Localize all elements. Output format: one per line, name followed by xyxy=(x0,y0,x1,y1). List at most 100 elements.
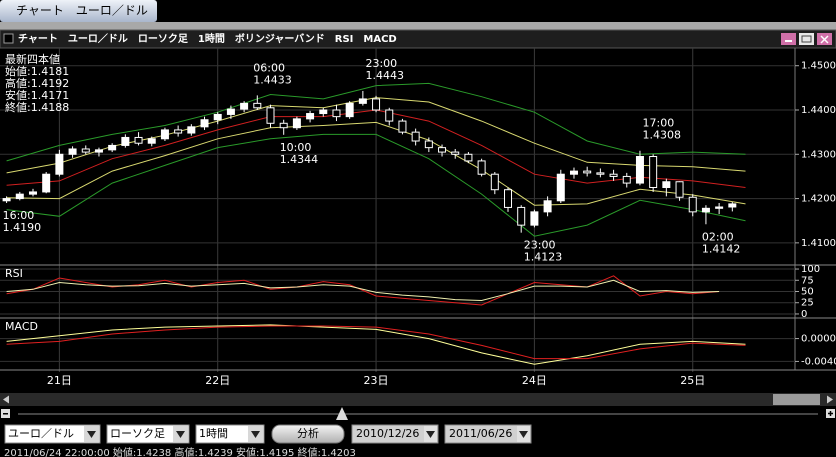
y-tick-label: -0.0040 xyxy=(801,356,836,367)
scroll-thumb[interactable] xyxy=(773,394,820,405)
chart-kind-select[interactable] xyxy=(106,424,190,444)
candle-body xyxy=(372,98,381,111)
dropdown-arrow xyxy=(519,431,528,438)
dropdown-arrow xyxy=(87,431,96,438)
candle-body xyxy=(332,109,341,118)
candle-body xyxy=(55,153,64,175)
candle-body xyxy=(266,107,275,124)
y-tick-label: 50 xyxy=(801,287,814,298)
interval-label: 1時間 xyxy=(199,427,228,440)
candle-body xyxy=(134,136,143,144)
status-line: 2011/06/24 22:00:00 始値:1.4238 高値:1.4239 … xyxy=(4,446,356,457)
from-date[interactable] xyxy=(351,424,439,444)
title-icon xyxy=(3,33,14,44)
to-date[interactable] xyxy=(444,424,532,444)
candle-body xyxy=(504,189,513,208)
candle-body xyxy=(240,102,249,110)
candle-body xyxy=(28,191,37,195)
scroll-left[interactable] xyxy=(3,395,9,404)
candle-body xyxy=(108,144,117,151)
title-bar xyxy=(0,29,836,49)
info-line: 始値:1.4181 xyxy=(5,64,69,78)
chart-kind-label: ローソク足 xyxy=(110,427,165,440)
maximize-button[interactable] xyxy=(799,33,814,45)
to-date-label: 2011/06/26 xyxy=(449,427,512,440)
candle-body xyxy=(292,118,301,129)
minimize-button[interactable] xyxy=(781,33,796,45)
candle-body xyxy=(728,203,737,208)
candle-body xyxy=(543,200,552,213)
annotation-time: 16:00 xyxy=(3,209,35,222)
candle-body xyxy=(42,173,51,193)
candle-body xyxy=(411,131,420,142)
candle-body xyxy=(94,149,103,153)
annotation-time: 10:00 xyxy=(280,141,312,154)
candle-body xyxy=(121,136,130,146)
info-line: 最新四本値 xyxy=(5,52,60,66)
candle-body xyxy=(226,108,235,115)
candle-body xyxy=(675,181,684,198)
dropdown-arrow xyxy=(426,431,435,438)
panel-label: RSI xyxy=(5,267,23,280)
candle-body xyxy=(147,138,156,144)
candle-body xyxy=(517,206,526,226)
candle-body xyxy=(200,119,209,128)
annotation-time: 17:00 xyxy=(643,117,675,130)
plot xyxy=(6,324,746,365)
y-tick-label: 25 xyxy=(801,298,814,309)
candle-body xyxy=(187,126,196,134)
y-tick-label: 0.0000 xyxy=(801,334,836,345)
candle-body xyxy=(464,153,473,162)
info-line: 終値:1.4188 xyxy=(5,100,69,114)
candle-body xyxy=(385,109,394,122)
x-tick-label: 23日 xyxy=(364,374,389,387)
analyze-button[interactable] xyxy=(271,424,345,444)
candle-body xyxy=(68,148,77,155)
y-tick-label: 0 xyxy=(801,309,807,320)
candle-body xyxy=(715,206,724,209)
line-series xyxy=(6,133,746,237)
y-tick-label: 1.4400 xyxy=(801,105,836,116)
scrollbar[interactable] xyxy=(0,393,836,406)
zoom-out-icon xyxy=(3,413,8,415)
interval-select[interactable] xyxy=(195,424,265,444)
candle-body xyxy=(701,207,710,213)
dropdown-arrow xyxy=(176,431,185,438)
from-date-label: 2010/12/26 xyxy=(356,427,419,440)
line-series xyxy=(6,325,746,360)
annotation-time: 06:00 xyxy=(253,61,285,74)
annotation-time: 23:00 xyxy=(524,239,556,252)
annotation-price: 1.4123 xyxy=(524,251,563,264)
candle-body xyxy=(622,175,631,184)
candle-body xyxy=(398,120,407,133)
tab-strip xyxy=(0,22,836,30)
panel-label: MACD xyxy=(5,320,38,333)
candle-body xyxy=(635,156,644,184)
candle-body xyxy=(596,172,605,175)
minimize-icon xyxy=(785,40,792,42)
candle-body xyxy=(15,193,24,200)
annotation-price: 1.4142 xyxy=(702,242,741,255)
analyze-label: 分析 xyxy=(297,426,319,440)
candle-body xyxy=(438,147,447,153)
candle-body xyxy=(279,122,288,129)
pair-select-label: ユーロ／ドル xyxy=(8,427,74,440)
annotation-time: 23:00 xyxy=(365,57,397,70)
annotation-price: 1.4443 xyxy=(365,69,404,82)
x-tick-label: 24日 xyxy=(522,374,547,387)
tab[interactable] xyxy=(0,0,157,22)
annotation-price: 1.4308 xyxy=(643,129,682,142)
x-tick-label: 22日 xyxy=(205,374,230,387)
info-line: 高値:1.4192 xyxy=(5,76,69,90)
scroll-right[interactable] xyxy=(827,395,833,404)
pair-select[interactable] xyxy=(4,424,101,444)
candle-body xyxy=(306,113,315,120)
zoom-thumb[interactable] xyxy=(336,407,348,420)
info-line: 安値:1.4171 xyxy=(5,88,69,102)
candle-body xyxy=(358,98,367,104)
y-tick-label: 1.4100 xyxy=(801,238,836,249)
y-tick-label: 75 xyxy=(801,275,814,286)
maximize-icon xyxy=(801,35,812,43)
